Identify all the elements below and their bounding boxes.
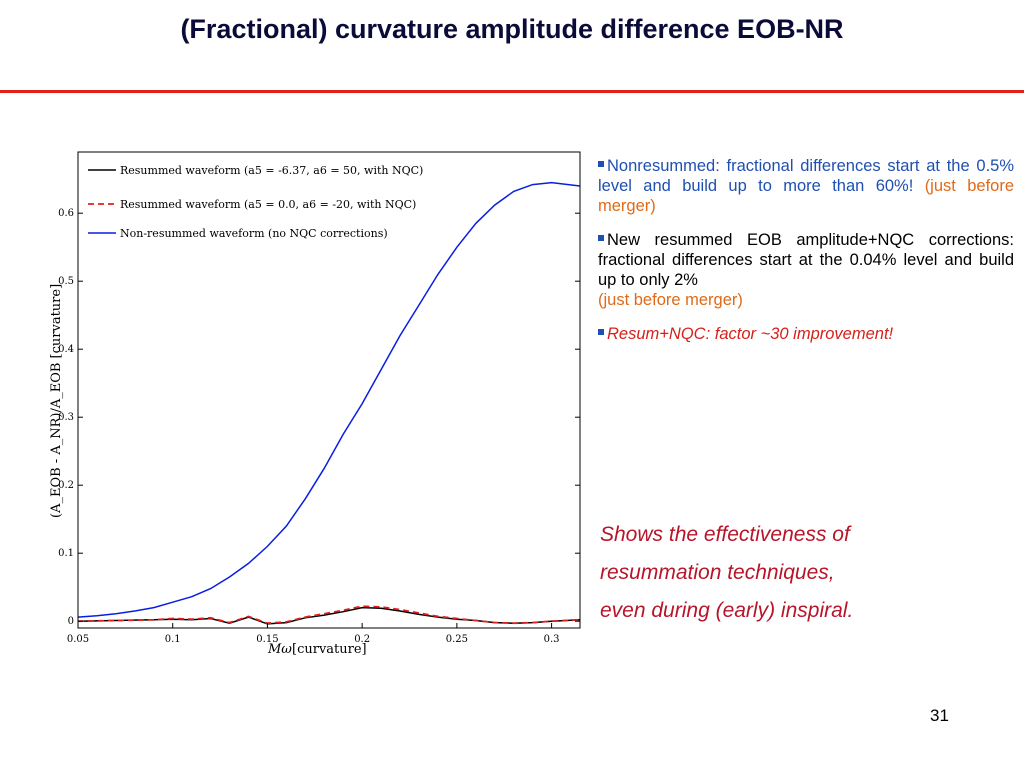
bullet-1-aside: (just before merger)	[598, 177, 1015, 215]
x-axis-label-unit: [curvature]	[292, 642, 367, 657]
legend-label-0: Resummed waveform (a5 = -6.37, a6 = 50, …	[120, 164, 423, 177]
axis-ticks: 0.05 0.1 0.15 0.2 0.25 0.3 0 0.1 0.2 0.3 0.4 0.5 0.6	[58, 208, 580, 645]
summary-line-2: resummation techniques,	[600, 561, 835, 584]
slide-title: (Fractional) curvature amplitude differe…	[180, 14, 844, 44]
x-tick-label-0: 0.05	[67, 634, 89, 645]
page-number: 31	[930, 706, 949, 725]
summary-text: Shows the effectiveness of resummation t…	[600, 516, 1000, 630]
bullet-1-text: Nonresummed: fractional differences star…	[598, 157, 1014, 195]
y-tick-label-3: 0.3	[58, 412, 74, 423]
curvature-difference-chart: Resummed waveform (a5 = -6.37, a6 = 50, …	[49, 151, 581, 657]
y-tick-label-5: 0.5	[58, 276, 74, 287]
y-tick-label-6: 0.6	[58, 208, 74, 219]
summary-line-1: Shows the effectiveness of	[600, 523, 850, 546]
x-tick-label-5: 0.3	[544, 634, 560, 645]
bullet-3-text: Resum+NQC: factor ~30 improvement!	[607, 325, 894, 343]
bullet-2-text: New resummed EOB amplitude+NQC correctio…	[598, 231, 1014, 289]
plot-frame	[77, 151, 581, 629]
series-line-2	[77, 181, 581, 618]
y-axis-label: (A_EOB - A_NR)/A_EOB [curvature]	[49, 284, 64, 518]
series-line-1	[77, 605, 581, 625]
bullet-square-icon	[598, 160, 604, 167]
bullet-resummed: New resummed EOB amplitude+NQC correctio…	[598, 230, 1014, 310]
x-tick-label-3: 0.2	[354, 634, 370, 645]
legend: Resummed waveform (a5 = -6.37, a6 = 50, …	[88, 164, 423, 240]
x-tick-label-4: 0.25	[446, 634, 468, 645]
y-tick-label-0: 0	[68, 616, 74, 627]
bullet-improvement: Resum+NQC: factor ~30 improvement!	[598, 324, 1014, 344]
plot-area	[77, 181, 581, 625]
legend-label-1: Resummed waveform (a5 = 0.0, a6 = -20, w…	[120, 198, 416, 211]
title-divider	[0, 90, 1024, 93]
bullet-square-icon	[598, 328, 604, 335]
y-tick-label-2: 0.2	[58, 480, 74, 491]
summary-line-3: even during (early) inspiral.	[600, 599, 854, 622]
legend-label-2: Non-resummed waveform (no NQC correction…	[120, 227, 388, 240]
bullet-nonresummed: Nonresummed: fractional differences star…	[598, 156, 1014, 216]
bullet-list: Nonresummed: fractional differences star…	[598, 156, 1014, 358]
bullet-square-icon	[598, 234, 604, 241]
x-axis-label-main: Mω	[267, 642, 292, 657]
x-tick-label-2: 0.15	[256, 634, 278, 645]
y-tick-label-1: 0.1	[58, 548, 74, 559]
series-line-0	[77, 606, 581, 625]
y-tick-label-4: 0.4	[58, 344, 74, 355]
x-tick-label-1: 0.1	[165, 634, 181, 645]
bullet-2-aside: (just before merger)	[598, 291, 743, 309]
